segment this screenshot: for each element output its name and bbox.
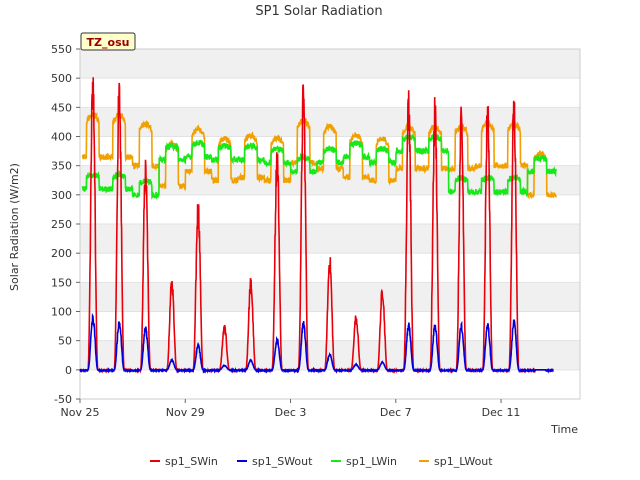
legend: sp1_SWin sp1_SWout sp1_LWin sp1_LWout xyxy=(150,455,493,468)
y-tick-label: 250 xyxy=(51,218,72,231)
x-axis-label: Time xyxy=(550,423,578,436)
y-tick-label: 0 xyxy=(65,364,72,377)
x-tick-label: Dec 7 xyxy=(380,406,412,419)
legend-label-sp1_SWout: sp1_SWout xyxy=(252,455,313,468)
y-tick-label: 50 xyxy=(58,335,72,348)
grid-band xyxy=(80,107,580,137)
y-tick-label: 550 xyxy=(51,43,72,56)
y-tick-label: 450 xyxy=(51,101,72,114)
station-tag-label: TZ_osu xyxy=(87,36,130,49)
y-ticks: -50 0 50 100 150 200 250 300 350 400 450 500 550 xyxy=(51,43,80,406)
y-tick-label: 500 xyxy=(51,72,72,85)
y-tick-label: 100 xyxy=(51,306,72,319)
x-ticks: Nov 25 Nov 29 Dec 3 Dec 7 Dec 11 xyxy=(61,399,521,419)
grid-band xyxy=(80,224,580,254)
y-tick-label: 400 xyxy=(51,131,72,144)
x-tick-label: Dec 3 xyxy=(275,406,307,419)
y-tick-label: 300 xyxy=(51,189,72,202)
chart-title: SP1 Solar Radiation xyxy=(255,4,382,19)
y-axis-label: Solar Radiation (W/m2) xyxy=(8,163,21,291)
station-tag: TZ_osu xyxy=(80,32,136,51)
series-line-sp1_LWout xyxy=(81,111,557,200)
grid-band xyxy=(80,282,580,312)
x-tick-label: Nov 25 xyxy=(61,406,100,419)
y-tick-label: 150 xyxy=(51,276,72,289)
series-lines xyxy=(79,77,557,374)
y-tick-label: 200 xyxy=(51,247,72,260)
grid-band xyxy=(80,49,580,79)
series-line-sp1_SWout xyxy=(79,312,554,374)
y-tick-label: -50 xyxy=(54,393,72,406)
x-tick-label: Dec 11 xyxy=(482,406,521,419)
y-tick-label: 350 xyxy=(51,160,72,173)
series-line-sp1_LWin xyxy=(81,133,557,200)
legend-label-sp1_SWin: sp1_SWin xyxy=(165,455,218,468)
legend-label-sp1_LWout: sp1_LWout xyxy=(434,455,493,468)
station-tag-box xyxy=(80,32,136,51)
x-tick-label: Nov 29 xyxy=(166,406,205,419)
legend-label-sp1_LWin: sp1_LWin xyxy=(346,455,397,468)
